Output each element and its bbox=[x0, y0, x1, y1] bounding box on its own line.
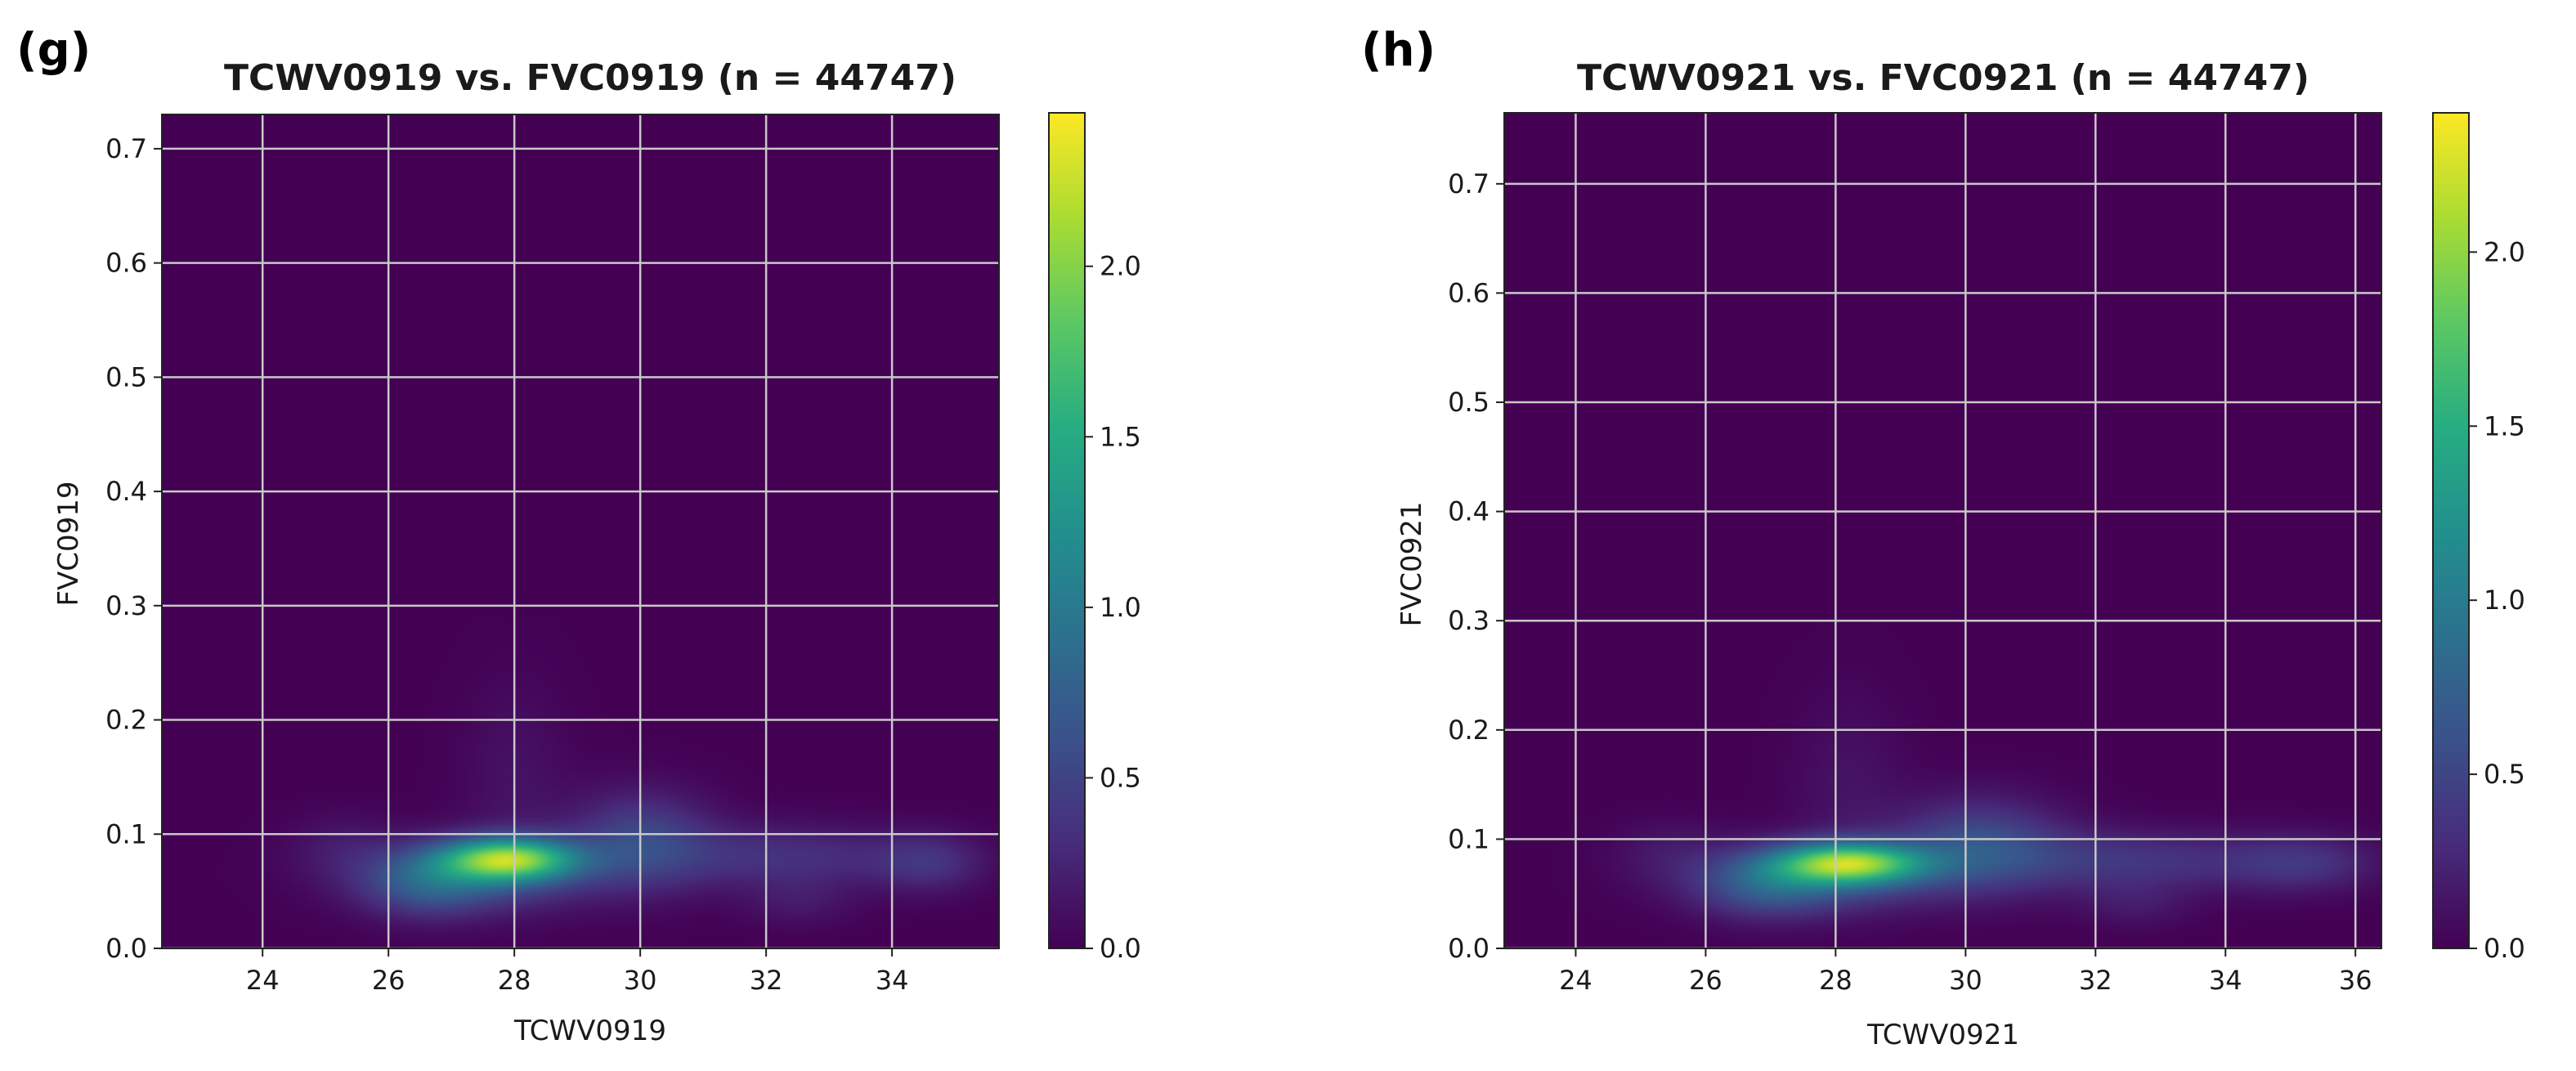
colorbar-tick-label: 1.0 bbox=[2484, 585, 2525, 616]
y-tick-label: 0.0 bbox=[105, 933, 147, 964]
x-tick-label: 34 bbox=[876, 965, 909, 996]
x-tick-label: 28 bbox=[498, 965, 531, 996]
x-tick-label: 24 bbox=[1559, 965, 1593, 996]
x-axis-label: TCWV0921 bbox=[1866, 1019, 2019, 1051]
x-tick-label: 30 bbox=[1949, 965, 1982, 996]
colorbar-gradient bbox=[2432, 112, 2470, 949]
y-tick-label: 0.5 bbox=[1448, 387, 1490, 418]
colorbar-tick-label: 1.0 bbox=[1100, 592, 1141, 623]
density-heatmap bbox=[162, 114, 999, 948]
x-tick-label: 26 bbox=[372, 965, 405, 996]
y-tick-label: 0.4 bbox=[1448, 496, 1490, 527]
y-tick-label: 0.7 bbox=[105, 133, 147, 164]
y-tick-label: 0.7 bbox=[1448, 168, 1490, 199]
x-tick-label: 30 bbox=[624, 965, 657, 996]
colorbar-tick-label: 0.0 bbox=[1100, 933, 1141, 964]
plot-area: 24 26 28 30 32 34 0.0 0.1 0.2 0.3 0.4 0.5 0.6 0.7 bbox=[105, 114, 1000, 996]
colorbar-tick-label: 1.5 bbox=[2484, 410, 2525, 441]
x-tick-label: 32 bbox=[2079, 965, 2112, 996]
y-tick-label: 0.2 bbox=[105, 705, 147, 736]
chart-title: TCWV0919 vs. FVC0919 (n = 44747) bbox=[224, 57, 956, 99]
x-tick-label: 34 bbox=[2209, 965, 2242, 996]
colorbar: 0.0 0.5 1.0 1.5 2.0 bbox=[2432, 112, 2525, 964]
y-tick-label: 0.0 bbox=[1448, 933, 1490, 964]
panel-label: (g) bbox=[16, 24, 91, 77]
plot-frame bbox=[1503, 112, 2382, 949]
y-axis-label: FVC0919 bbox=[52, 481, 85, 606]
colorbar-gradient bbox=[1048, 112, 1086, 949]
panel-g: (g) TCWV0919 vs. FVC0919 (n = 44747) 24 2… bbox=[16, 24, 1141, 1047]
colorbar-tick-label: 2.0 bbox=[2484, 236, 2525, 267]
chart-title: TCWV0921 vs. FVC0921 (n = 44747) bbox=[1577, 57, 2309, 99]
y-tick-label: 0.1 bbox=[1448, 823, 1490, 854]
y-tick-label: 0.2 bbox=[1448, 715, 1490, 746]
x-tick-label: 24 bbox=[246, 965, 280, 996]
y-tick-label: 0.6 bbox=[105, 248, 147, 279]
y-tick-label: 0.6 bbox=[1448, 277, 1490, 308]
y-tick-label: 0.3 bbox=[1448, 605, 1490, 636]
plot-area: 24 26 28 30 32 34 36 0.0 0.1 0.2 0.3 0.4 0.5 0.6 0.7 bbox=[1448, 112, 2382, 996]
x-axis-label: TCWV0919 bbox=[513, 1015, 666, 1047]
x-tick-label: 36 bbox=[2339, 965, 2372, 996]
colorbar-tick-label: 1.5 bbox=[1100, 421, 1141, 452]
colorbar-tick-label: 0.0 bbox=[2484, 933, 2525, 964]
density-heatmap bbox=[1504, 113, 2381, 948]
panel-h: (h) TCWV0921 vs. FVC0921 (n = 44747) 24 2… bbox=[1361, 24, 2525, 1051]
colorbar-tick-label: 0.5 bbox=[2484, 759, 2525, 790]
plot-frame bbox=[161, 114, 1000, 949]
panel-label: (h) bbox=[1361, 24, 1436, 77]
y-tick-label: 0.3 bbox=[105, 590, 147, 621]
y-axis-label: FVC0921 bbox=[1396, 501, 1428, 626]
x-tick-label: 26 bbox=[1689, 965, 1723, 996]
x-tick-label: 32 bbox=[750, 965, 783, 996]
y-tick-label: 0.1 bbox=[105, 818, 147, 849]
colorbar: 0.0 0.5 1.0 1.5 2.0 bbox=[1048, 112, 1141, 964]
y-tick-label: 0.5 bbox=[105, 361, 147, 392]
y-tick-label: 0.4 bbox=[105, 476, 147, 507]
x-tick-label: 28 bbox=[1819, 965, 1852, 996]
colorbar-tick-label: 2.0 bbox=[1100, 251, 1141, 282]
colorbar-tick-label: 0.5 bbox=[1100, 762, 1141, 793]
